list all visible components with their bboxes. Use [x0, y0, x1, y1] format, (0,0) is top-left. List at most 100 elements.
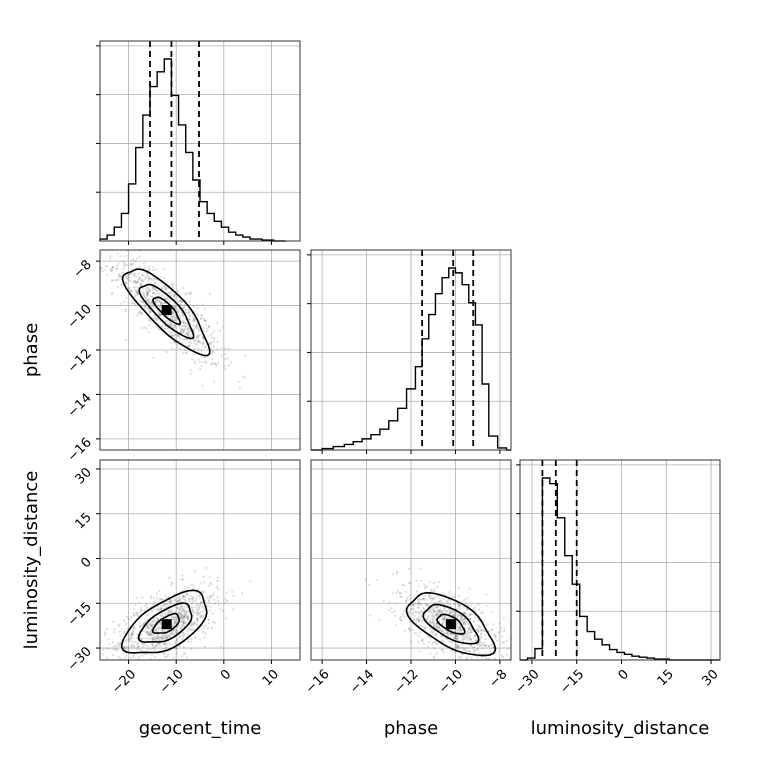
sample-point [132, 614, 136, 617]
sample-point [182, 609, 185, 612]
sample-point [469, 617, 472, 621]
sample-point [201, 303, 204, 306]
sample-point [162, 285, 165, 288]
sample-point [81, 693, 83, 695]
sample-point [503, 627, 506, 630]
sample-point [470, 630, 473, 633]
sample-point [172, 618, 175, 621]
sample-point [168, 633, 171, 636]
sample-point [174, 305, 177, 308]
sample-point [419, 618, 422, 621]
sample-point [180, 628, 183, 631]
sample-point [460, 646, 463, 649]
sample-point [158, 607, 161, 610]
sample-point [187, 617, 190, 621]
sample-point [189, 372, 192, 375]
sample-point [156, 636, 160, 639]
sample-point [159, 597, 162, 601]
sample-point [399, 595, 402, 598]
sample-point [499, 630, 502, 633]
sample-point [176, 309, 179, 312]
contour-outer-luminosity_distance_vs_phase [405, 591, 496, 657]
sample-point [159, 314, 162, 317]
sample-point [175, 343, 178, 346]
sample-point [400, 595, 403, 599]
sample-point [225, 591, 228, 594]
sample-point [221, 610, 224, 613]
sample-point [176, 606, 179, 609]
sample-point [182, 595, 185, 598]
sample-point [202, 631, 205, 634]
sample-point [170, 599, 173, 602]
sample-point [93, 659, 95, 661]
sample-point [133, 645, 136, 648]
sample-point [465, 657, 468, 660]
sample-point [433, 581, 436, 585]
sample-point [137, 645, 140, 649]
sample-point [161, 287, 164, 290]
sample-point [417, 585, 420, 588]
sample-point [152, 624, 155, 627]
sample-point [173, 616, 176, 619]
sample-point [188, 314, 191, 317]
sample-point [162, 634, 165, 637]
sample-point [210, 342, 213, 345]
sample-point [176, 600, 179, 603]
sample-point [456, 644, 459, 648]
sample-point [137, 655, 140, 659]
sample-point [480, 611, 483, 615]
sample-point [476, 628, 479, 631]
sample-point [149, 295, 152, 298]
sample-point [117, 262, 120, 265]
sample-point [177, 596, 180, 600]
sample-point [433, 622, 436, 625]
sample-point [135, 275, 138, 278]
sample-point [452, 637, 455, 640]
sample-point [414, 617, 418, 620]
sample-point [175, 640, 178, 643]
sample-point [203, 307, 206, 310]
sample-point [500, 635, 503, 639]
sample-point [427, 605, 430, 608]
sample-point [184, 351, 187, 354]
sample-point [146, 624, 149, 627]
sample-point [486, 623, 489, 626]
sample-point [163, 604, 166, 607]
sample-point [454, 637, 457, 640]
sample-point [141, 596, 144, 599]
sample-point [151, 643, 154, 646]
sample-point [164, 612, 167, 615]
sample-point [192, 328, 196, 331]
sample-point [435, 652, 438, 655]
sample-point [187, 292, 191, 296]
sample-point [171, 286, 174, 289]
sample-point [127, 279, 130, 282]
sample-point [171, 347, 174, 350]
sample-point [183, 613, 186, 616]
sample-point [119, 255, 122, 258]
sample-point [418, 606, 421, 610]
sample-point [185, 592, 189, 595]
sample-point [416, 618, 420, 621]
sample-point [119, 302, 122, 305]
sample-point [159, 313, 163, 316]
sample-point [404, 606, 407, 610]
sample-point [431, 641, 435, 645]
sample-point [135, 281, 138, 284]
sample-point [211, 358, 214, 361]
sample-point [198, 329, 201, 332]
sample-point [158, 304, 161, 307]
sample-point [111, 292, 114, 295]
sample-point [177, 310, 180, 313]
sample-point [151, 610, 154, 613]
sample-point [422, 626, 425, 629]
sample-point [418, 598, 421, 601]
sample-point [136, 291, 139, 295]
sample-point [152, 637, 155, 640]
sample-point [153, 281, 156, 284]
sample-point [128, 640, 131, 643]
sample-point [191, 623, 194, 626]
sample-point [146, 294, 149, 297]
sample-point [479, 663, 481, 665]
sample-point [196, 619, 199, 622]
